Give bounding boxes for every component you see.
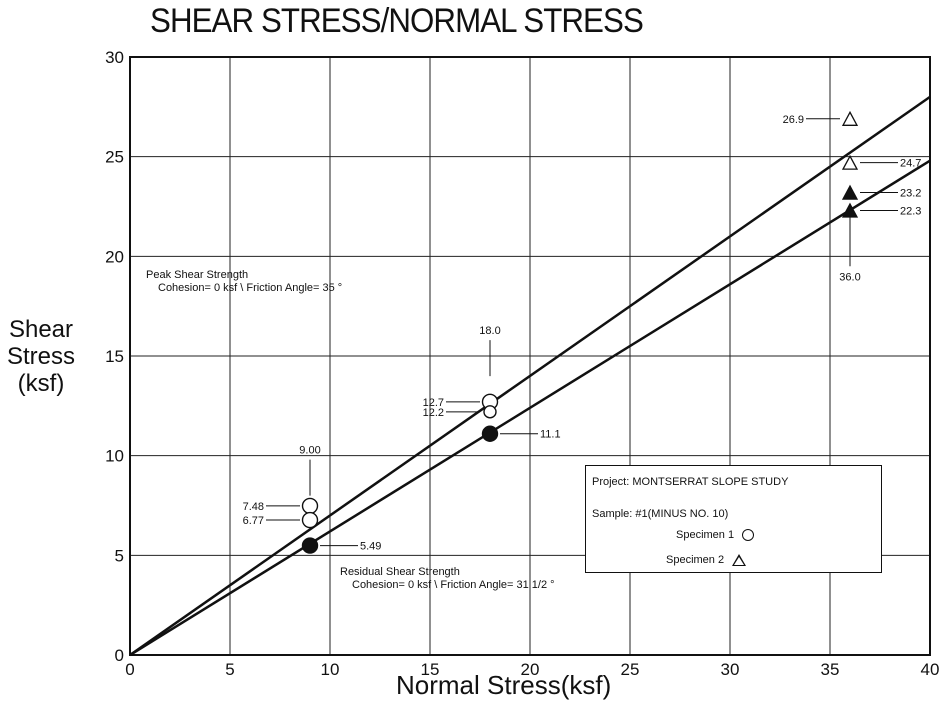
open-circle-icon xyxy=(742,529,755,542)
data-point-5 xyxy=(481,425,499,442)
strength-line-0 xyxy=(129,95,931,657)
x-tick-label-8: 40 xyxy=(921,660,940,679)
y-tick-label-5: 25 xyxy=(105,148,124,167)
legend-sample: Sample: #1(MINUS NO. 10) xyxy=(592,508,729,520)
data-label-12: 5.49 xyxy=(360,541,381,553)
legend-project: Project: MONTSERRAT SLOPE STUDY xyxy=(592,476,789,488)
x-axis-label: Normal Stress(ksf) xyxy=(396,670,612,700)
data-point-0 xyxy=(301,497,319,515)
data-label-6: 12.7 xyxy=(423,397,444,409)
data-label-3: 22.3 xyxy=(900,205,921,217)
residual-strength-title: Residual Shear Strength xyxy=(340,566,460,578)
x-tick-label-3: 15 xyxy=(421,660,440,679)
data-label-2: 23.2 xyxy=(900,188,921,200)
y-tick-label-3: 15 xyxy=(105,347,124,366)
x-tick-label-6: 30 xyxy=(721,660,740,679)
x-tick-label-7: 35 xyxy=(821,660,840,679)
peak-strength-note: Peak Shear Strength Cohesion= 0 ksf \ Fr… xyxy=(146,269,342,295)
y-tick-label-2: 10 xyxy=(105,447,124,466)
y-axis-label-line-3: (ksf) xyxy=(17,370,65,397)
strength-line-1 xyxy=(129,159,931,657)
data-point-1 xyxy=(301,511,319,529)
residual-strength-params: Cohesion= 0 ksf \ Friction Angle= 31 1/2… xyxy=(352,579,555,591)
data-label-8: 11.1 xyxy=(540,429,561,441)
y-axis-label: Shear Stress (ksf) xyxy=(2,316,80,397)
data-label-7: 12.2 xyxy=(423,407,444,419)
x-tick-label-0: 0 xyxy=(125,660,134,679)
data-label-11: 6.77 xyxy=(243,515,264,527)
y-tick-label-4: 20 xyxy=(105,247,124,266)
legend-item-specimen-1: Specimen 1 xyxy=(676,529,755,542)
data-point-4 xyxy=(301,537,319,554)
peak-strength-params: Cohesion= 0 ksf \ Friction Angle= 35 ° xyxy=(158,282,343,294)
x-tick-label-4: 20 xyxy=(521,660,540,679)
data-point-3 xyxy=(483,405,497,419)
x-tick-label-1: 5 xyxy=(225,660,234,679)
y-tick-label-0: 0 xyxy=(115,646,124,665)
y-axis-label-line-2: Stress xyxy=(6,343,75,370)
data-point-7 xyxy=(841,154,859,170)
data-label-9: 9.00 xyxy=(299,445,320,457)
legend-specimen-1-label: Specimen 1 xyxy=(676,529,735,541)
data-label-10: 7.48 xyxy=(243,501,264,513)
open-triangle-icon xyxy=(732,554,747,567)
y-tick-label-1: 5 xyxy=(115,546,124,565)
data-label-5: 18.0 xyxy=(479,325,500,337)
y-axis-label-line-1: Shear xyxy=(8,316,74,343)
chart-title: SHEAR STRESS/NORMAL STRESS xyxy=(150,2,644,40)
x-tick-label-2: 10 xyxy=(321,660,340,679)
legend-item-specimen-2: Specimen 2 xyxy=(666,554,747,567)
x-tick-label-5: 25 xyxy=(621,660,640,679)
y-tick-label-6: 30 xyxy=(105,48,124,67)
data-label-1: 24.7 xyxy=(900,158,921,170)
plot-frame xyxy=(129,56,931,656)
peak-strength-title: Peak Shear Strength xyxy=(146,269,249,281)
data-point-6 xyxy=(841,110,859,126)
data-label-0: 26.9 xyxy=(783,114,804,126)
legend: Project: MONTSERRAT SLOPE STUDY Sample: … xyxy=(585,465,882,573)
legend-specimen-2-label: Specimen 2 xyxy=(666,554,725,566)
data-label-4: 36.0 xyxy=(839,271,860,283)
data-point-8 xyxy=(841,184,859,200)
residual-strength-note: Residual Shear Strength Cohesion= 0 ksf … xyxy=(340,566,555,592)
